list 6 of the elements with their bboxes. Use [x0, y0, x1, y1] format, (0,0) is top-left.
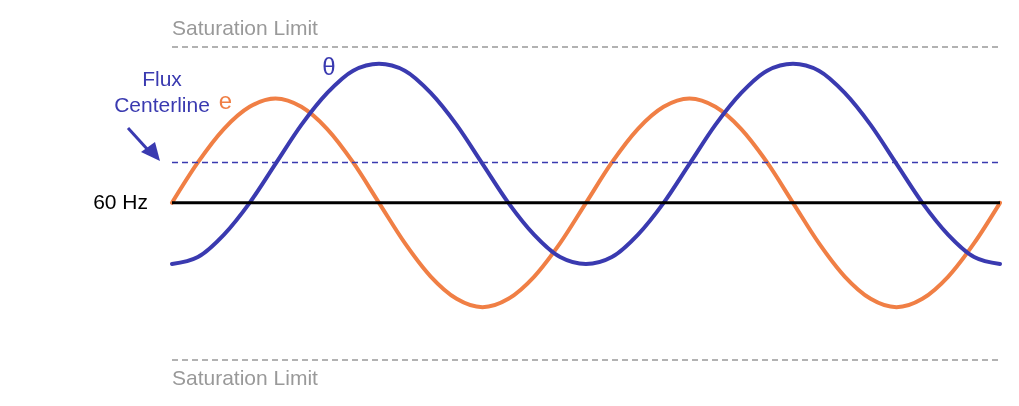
ref-line-label: Saturation Limit: [172, 16, 319, 39]
ref-line-label: 60 Hz: [93, 189, 148, 213]
series-label: θ: [322, 52, 336, 80]
series-label: e: [218, 87, 233, 115]
ref-line-label: Saturation Limit: [172, 366, 319, 389]
ref-line-label: Flux Centerline: [114, 67, 210, 117]
